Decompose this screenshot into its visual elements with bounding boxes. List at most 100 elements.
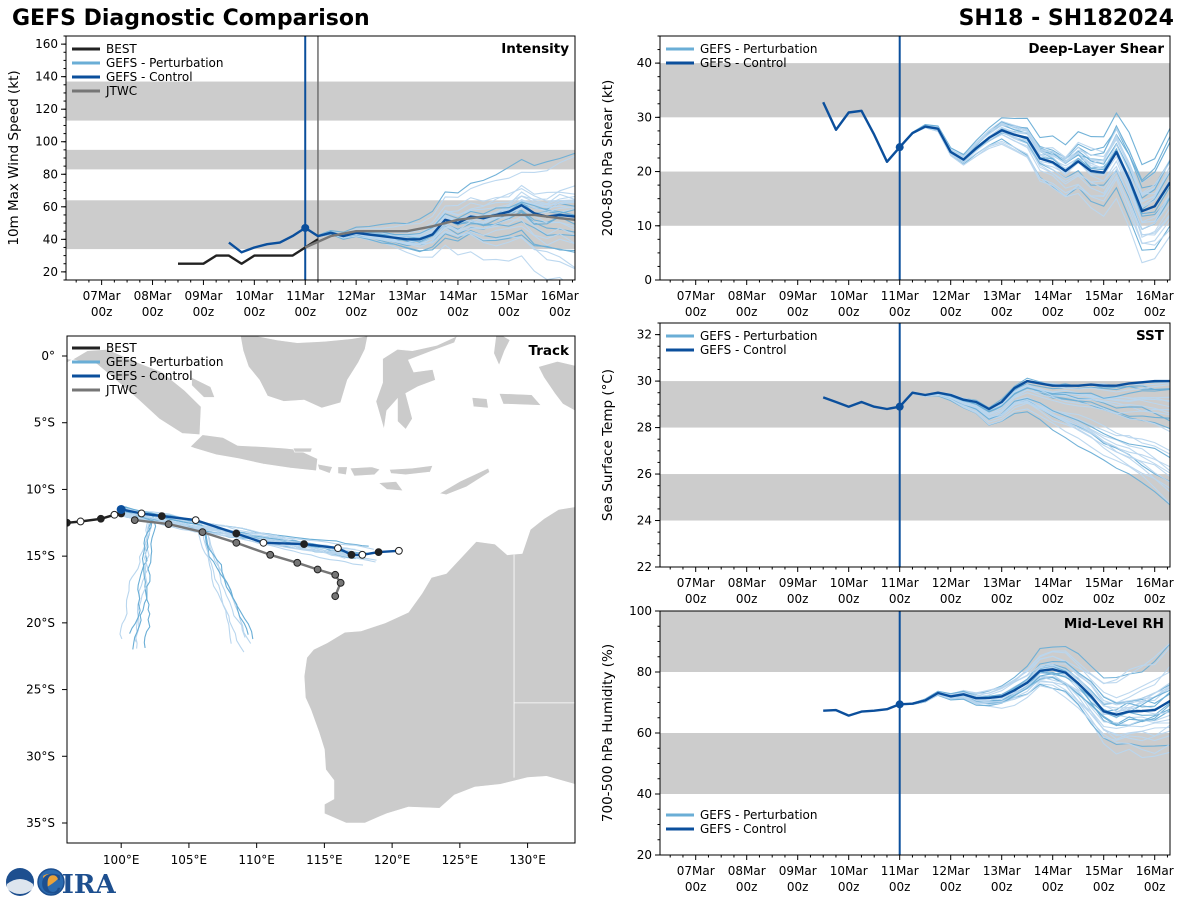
track-control-point	[394, 546, 403, 555]
intensity-xtick-label-hour: 00z	[244, 305, 266, 319]
track-frame	[66, 335, 576, 844]
sst-xtick-label-date: 13Mar	[983, 576, 1021, 590]
intensity-xtick-label-date: 14Mar	[439, 289, 477, 303]
intensity-xtick-label-hour: 00z	[91, 305, 113, 319]
intensity-init-point	[301, 223, 310, 232]
track-control-point	[259, 538, 268, 547]
track-title: Track	[529, 343, 570, 359]
track-jtwc-point	[232, 538, 241, 547]
track-ytick-label: 20°S	[26, 616, 55, 630]
cira-logo-text: CIRA	[41, 870, 116, 900]
shear-xtick-label-hour: 00z	[685, 305, 707, 319]
sst-xtick-label-date: 10Mar	[830, 576, 868, 590]
sst-xtick-label-date: 12Mar	[932, 576, 970, 590]
track-legend-control-label: GEFS - Control	[106, 369, 193, 383]
rh-xtick-label-date: 10Mar	[830, 864, 868, 878]
sst-xtick-label-hour: 00z	[991, 592, 1013, 606]
sst-legend-control-label: GEFS - Control	[700, 343, 787, 357]
shear-ylabel: 200-850 hPa Shear (kt)	[600, 80, 616, 237]
intensity-xtick-label-hour: 00z	[549, 305, 571, 319]
rh-xtick-label-hour: 00z	[685, 880, 707, 894]
track-jtwc-point	[198, 528, 207, 537]
shear-init-point	[895, 143, 904, 152]
shear-xtick-label-hour: 00z	[889, 305, 911, 319]
intensity-jtwc-line	[304, 213, 575, 249]
shear-legend-pert-label: GEFS - Perturbation	[700, 42, 817, 56]
shear-xtick-label-date: 16Mar	[1136, 289, 1174, 303]
intensity-xtick-label-hour: 00z	[345, 305, 367, 319]
rh-perturbation-line	[899, 663, 1170, 706]
sst-xtick-label-date: 15Mar	[1085, 576, 1123, 590]
shear-xtick-label-hour: 00z	[991, 305, 1013, 319]
rh-ytick-label: 40	[637, 787, 652, 801]
track-perturbation-line	[125, 511, 157, 650]
sst-xtick-label-date: 11Mar	[881, 576, 919, 590]
track-jtwc-point	[336, 578, 345, 587]
rh-xtick-label-date: 07Mar	[677, 864, 715, 878]
shear-xtick-label-hour: 00z	[736, 305, 758, 319]
panel-shear: 0 10 20 30 40 07Mar 00z 08Mar 00z 09Mar 00z 10Mar 00…	[600, 35, 1174, 319]
land-sumbawa	[349, 466, 381, 477]
sst-xtick-label-hour: 00z	[838, 592, 860, 606]
sst-ytick-label: 26	[637, 467, 652, 481]
intensity-ytick-label: 80	[43, 167, 58, 181]
shear-xtick-label-hour: 00z	[1093, 305, 1115, 319]
panel-rh: 20 40 60 80 100 07Mar 00z 08Mar 00z 09Mar 00z 10Mar…	[600, 604, 1174, 894]
sst-control-line	[822, 379, 1170, 411]
track-control-point	[334, 544, 342, 553]
rh-xtick-label-hour: 00z	[1042, 880, 1064, 894]
track-xtick-label: 115°E	[306, 853, 343, 867]
rh-title: Mid-Level RH	[1064, 616, 1164, 632]
sst-xtick-label-hour: 00z	[787, 592, 809, 606]
shear-xtick-label-date: 14Mar	[1034, 289, 1072, 303]
sst-title: SST	[1136, 328, 1165, 344]
land-seram	[498, 393, 542, 406]
sst-plot-area	[660, 323, 1170, 567]
sst-xtick-label-hour: 00z	[685, 592, 707, 606]
shear-band-0	[660, 171, 1170, 226]
intensity-best-line	[178, 238, 319, 265]
shear-perturbation-line	[899, 112, 1170, 166]
sst-xtick-label-hour: 00z	[1042, 592, 1064, 606]
rh-xtick-label-date: 14Mar	[1034, 864, 1072, 878]
track-control-point	[374, 548, 383, 557]
shear-xtick-label-date: 07Mar	[677, 289, 715, 303]
rh-ytick-label: 60	[637, 726, 652, 740]
sst-band-0	[660, 474, 1170, 521]
intensity-plot-area	[66, 36, 575, 280]
track-ytick-label: 35°S	[26, 816, 55, 830]
track-control-point	[137, 509, 146, 518]
shear-xtick-label-date: 11Mar	[881, 289, 919, 303]
noaa-wave-icon	[7, 879, 33, 894]
track-xtick-label: 105°E	[171, 853, 208, 867]
land-lombok	[337, 466, 348, 476]
figure-title: GEFS Diagnostic Comparison	[12, 6, 370, 31]
sst-perturbation-line	[899, 392, 1170, 493]
shear-legend-control-label: GEFS - Control	[700, 56, 787, 70]
rh-xtick-label-hour: 00z	[889, 880, 911, 894]
sst-ytick-label: 32	[637, 328, 652, 342]
track-control-point	[232, 529, 241, 538]
track-best-point	[110, 510, 119, 519]
track-jtwc-point	[293, 558, 302, 567]
intensity-xtick-label-hour: 00z	[193, 305, 215, 319]
intensity-ytick-label: 140	[35, 70, 58, 84]
sst-xtick-label-hour: 00z	[736, 592, 758, 606]
track-control-point	[358, 550, 367, 559]
track-best-point	[96, 514, 105, 523]
shear-xtick-label-hour: 00z	[838, 305, 860, 319]
rh-xtick-label-date: 08Mar	[728, 864, 766, 878]
shear-title: Deep-Layer Shear	[1028, 41, 1164, 57]
track-control-point	[300, 540, 308, 549]
track-jtwc-point	[266, 550, 275, 559]
land-flores	[388, 465, 434, 476]
land-timor	[438, 467, 491, 496]
shear-xtick-label-date: 10Mar	[830, 289, 868, 303]
intensity-xtick-label-hour: 00z	[447, 305, 469, 319]
intensity-perturbation-line	[304, 227, 575, 252]
intensity-xtick-label-date: 10Mar	[235, 289, 273, 303]
shear-ytick-label: 10	[637, 219, 652, 233]
intensity-xtick-label-date: 16Mar	[541, 289, 579, 303]
rh-xtick-label-hour: 00z	[787, 880, 809, 894]
